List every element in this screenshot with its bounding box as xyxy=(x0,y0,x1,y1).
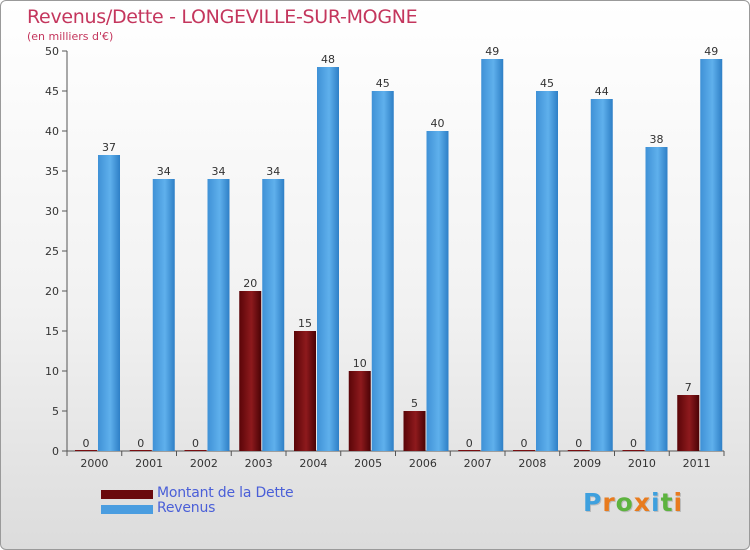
bar-revenus xyxy=(645,147,668,451)
logo-letter: P xyxy=(583,488,603,517)
bar-dette xyxy=(677,395,700,451)
bar-revenus xyxy=(536,91,558,451)
x-tick-label: 2005 xyxy=(354,457,382,470)
bar-dette xyxy=(567,450,590,451)
data-label-revenus: 45 xyxy=(376,77,390,90)
bar-revenus xyxy=(371,91,394,451)
bar-dette xyxy=(294,331,316,451)
y-tick-label: 25 xyxy=(45,245,59,258)
bar-revenus xyxy=(481,59,504,451)
legend-swatch-revenus xyxy=(101,505,153,514)
chart-bars xyxy=(75,59,723,451)
data-label-dette: 10 xyxy=(353,357,367,370)
data-label-revenus: 44 xyxy=(595,85,609,98)
y-tick-label: 50 xyxy=(45,45,59,58)
chart-title: Revenus/Dette - LONGEVILLE-SUR-MOGNE xyxy=(27,6,418,28)
logo-letter: r xyxy=(602,488,616,517)
data-label-revenus: 49 xyxy=(485,45,499,58)
bar-dette xyxy=(129,450,152,451)
x-tick-label: 2010 xyxy=(628,457,656,470)
bar-dette xyxy=(184,450,207,451)
data-label-dette: 0 xyxy=(575,437,582,450)
y-tick-label: 35 xyxy=(45,165,59,178)
x-tick-label: 2008 xyxy=(518,457,546,470)
x-tick-label: 2003 xyxy=(245,457,273,470)
y-tick-label: 5 xyxy=(52,405,59,418)
data-label-dette: 20 xyxy=(243,277,257,290)
bar-revenus xyxy=(317,67,339,451)
bar-dette xyxy=(458,450,481,451)
data-label-dette: 0 xyxy=(466,437,473,450)
x-tick-label: 2007 xyxy=(464,457,492,470)
bar-revenus xyxy=(152,179,175,451)
data-label-dette: 0 xyxy=(630,437,637,450)
logo-letter: i xyxy=(651,488,661,517)
legend-swatch-dette xyxy=(101,490,153,499)
y-tick-label: 0 xyxy=(52,445,59,458)
bar-dette xyxy=(239,291,262,451)
logo-letter: i xyxy=(673,488,684,517)
data-label-dette: 7 xyxy=(685,381,692,394)
x-tick-label: 2004 xyxy=(299,457,327,470)
data-label-revenus: 34 xyxy=(266,165,280,178)
data-label-revenus: 48 xyxy=(321,53,335,66)
bar-dette xyxy=(622,450,645,451)
data-label-revenus: 38 xyxy=(650,133,664,146)
chart-labels: 0 0 0 20 15 10 5 0 0 0 0 7 37 34 34 34 48 45 40 49 45 44 38 49 xyxy=(83,45,719,450)
data-label-dette: 0 xyxy=(83,437,90,450)
data-label-dette: 0 xyxy=(521,437,528,450)
x-tick-label: 2011 xyxy=(683,457,711,470)
x-tick-label: 2006 xyxy=(409,457,437,470)
bar-dette xyxy=(513,450,535,451)
data-label-revenus: 45 xyxy=(540,77,554,90)
y-tick-label: 30 xyxy=(45,205,59,218)
x-tick-label: 2000 xyxy=(80,457,108,470)
data-label-dette: 0 xyxy=(137,437,144,450)
data-label-revenus: 49 xyxy=(704,45,718,58)
data-label-revenus: 37 xyxy=(102,141,116,154)
bar-revenus xyxy=(590,99,613,451)
legend-label-revenus: Revenus xyxy=(157,500,216,516)
bar-dette xyxy=(348,371,371,451)
logo-letter: t xyxy=(660,488,674,517)
bar-dette xyxy=(403,411,426,451)
data-label-revenus: 34 xyxy=(212,165,226,178)
data-label-revenus: 40 xyxy=(431,117,445,130)
bar-dette xyxy=(75,450,97,451)
data-label-dette: 5 xyxy=(411,397,418,410)
proxiti-logo: Proxiti xyxy=(583,488,683,517)
data-label-dette: 0 xyxy=(192,437,199,450)
y-tick-label: 10 xyxy=(45,365,59,378)
x-tick-label: 2002 xyxy=(190,457,218,470)
y-tick-label: 20 xyxy=(45,285,59,298)
logo-letter: o xyxy=(615,488,634,517)
data-label-dette: 15 xyxy=(298,317,312,330)
bar-revenus xyxy=(207,179,230,451)
logo-letter: x xyxy=(633,488,651,517)
y-tick-label: 15 xyxy=(45,325,59,338)
legend-label-dette: Montant de la Dette xyxy=(157,485,294,501)
x-tick-label: 2009 xyxy=(573,457,601,470)
bar-revenus xyxy=(98,155,120,451)
y-tick-label: 40 xyxy=(45,125,59,138)
x-tick-label: 2001 xyxy=(135,457,163,470)
data-label-revenus: 34 xyxy=(157,165,171,178)
bar-revenus xyxy=(262,179,285,451)
chart-subtitle: (en milliers d'€) xyxy=(27,30,114,43)
bar-revenus xyxy=(700,59,723,451)
y-tick-label: 45 xyxy=(45,85,59,98)
bar-revenus xyxy=(426,131,449,451)
